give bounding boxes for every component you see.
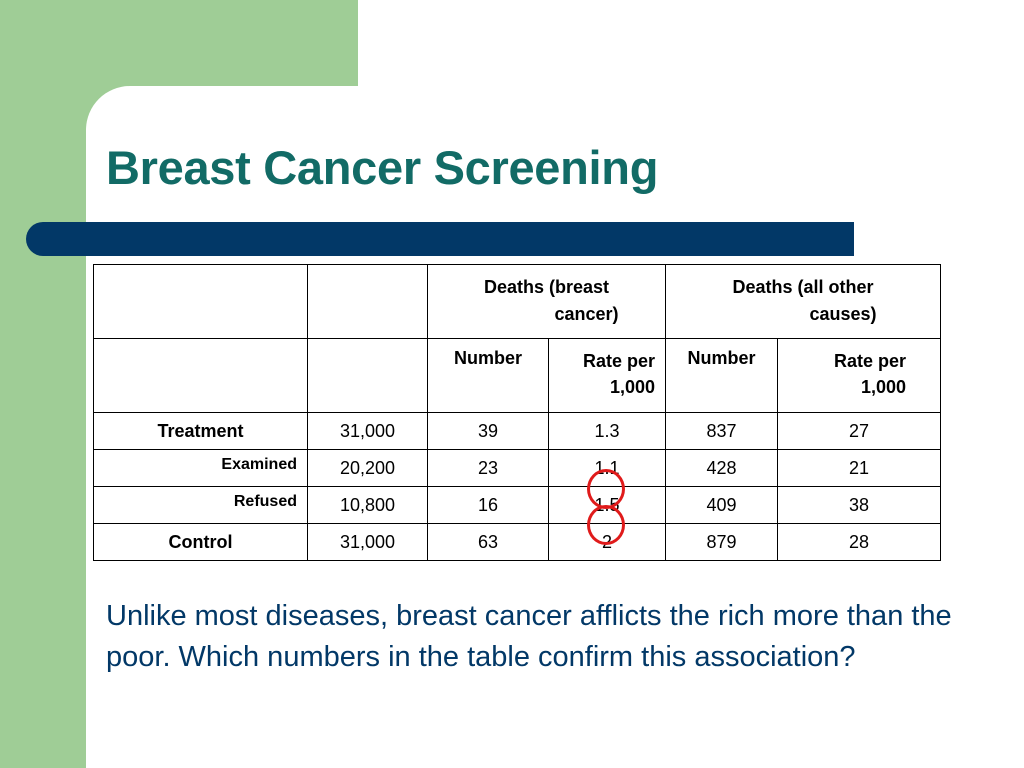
title-divider-bar [26, 222, 854, 256]
header-breast-rate: Rate per 1,000 [548, 338, 666, 413]
empty-header-cell [307, 264, 428, 339]
cell-bc-number: 39 [427, 412, 549, 450]
cell-n: 31,000 [307, 412, 428, 450]
table-row-treatment: Treatment 31,000 39 1.3 837 27 [93, 412, 941, 450]
cell-oc-number: 409 [665, 486, 778, 524]
cell-oc-rate: 27 [777, 412, 941, 450]
table-sub-header-row: Number Rate per 1,000 Number Rate per 1,00… [93, 338, 941, 413]
header-other-number: Number [665, 338, 778, 413]
cell-bc-number: 16 [427, 486, 549, 524]
row-label: Refused [93, 486, 308, 524]
header-other-rate: Rate per 1,000 [777, 338, 941, 413]
table-row-control: Control 31,000 63 2 879 28 [93, 523, 941, 561]
row-label: Treatment [93, 412, 308, 450]
empty-header-cell [93, 264, 308, 339]
cell-n: 10,800 [307, 486, 428, 524]
cell-oc-rate: 21 [777, 449, 941, 487]
table-row-refused: Refused 10,800 16 1.5 409 38 [93, 486, 941, 524]
cell-oc-rate: 28 [777, 523, 941, 561]
empty-header-cell [93, 338, 308, 413]
screening-table: Deaths (breast cancer) Deaths (all other c… [93, 264, 941, 561]
cell-n: 31,000 [307, 523, 428, 561]
row-label: Examined [93, 449, 308, 487]
table-row-examined: Examined 20,200 23 1.1 428 21 [93, 449, 941, 487]
cell-oc-number: 428 [665, 449, 778, 487]
highlight-circle-control-rate [587, 505, 625, 545]
empty-header-cell [307, 338, 428, 413]
cell-oc-rate: 38 [777, 486, 941, 524]
cell-bc-rate: 1.3 [548, 412, 666, 450]
cell-oc-number: 837 [665, 412, 778, 450]
highlight-circle-refused-rate [587, 469, 625, 509]
group-header-breast-cancer: Deaths (breast cancer) [427, 264, 666, 339]
table-group-header-row: Deaths (breast cancer) Deaths (all other c… [93, 264, 941, 339]
cell-n: 20,200 [307, 449, 428, 487]
cell-bc-number: 23 [427, 449, 549, 487]
header-breast-number: Number [427, 338, 549, 413]
row-label: Control [93, 523, 308, 561]
group-header-other-causes: Deaths (all other causes) [665, 264, 941, 339]
slide-body-text: Unlike most diseases, breast cancer affl… [106, 600, 952, 673]
cell-oc-number: 879 [665, 523, 778, 561]
slide-title: Breast Cancer Screening [106, 141, 659, 194]
cell-bc-number: 63 [427, 523, 549, 561]
